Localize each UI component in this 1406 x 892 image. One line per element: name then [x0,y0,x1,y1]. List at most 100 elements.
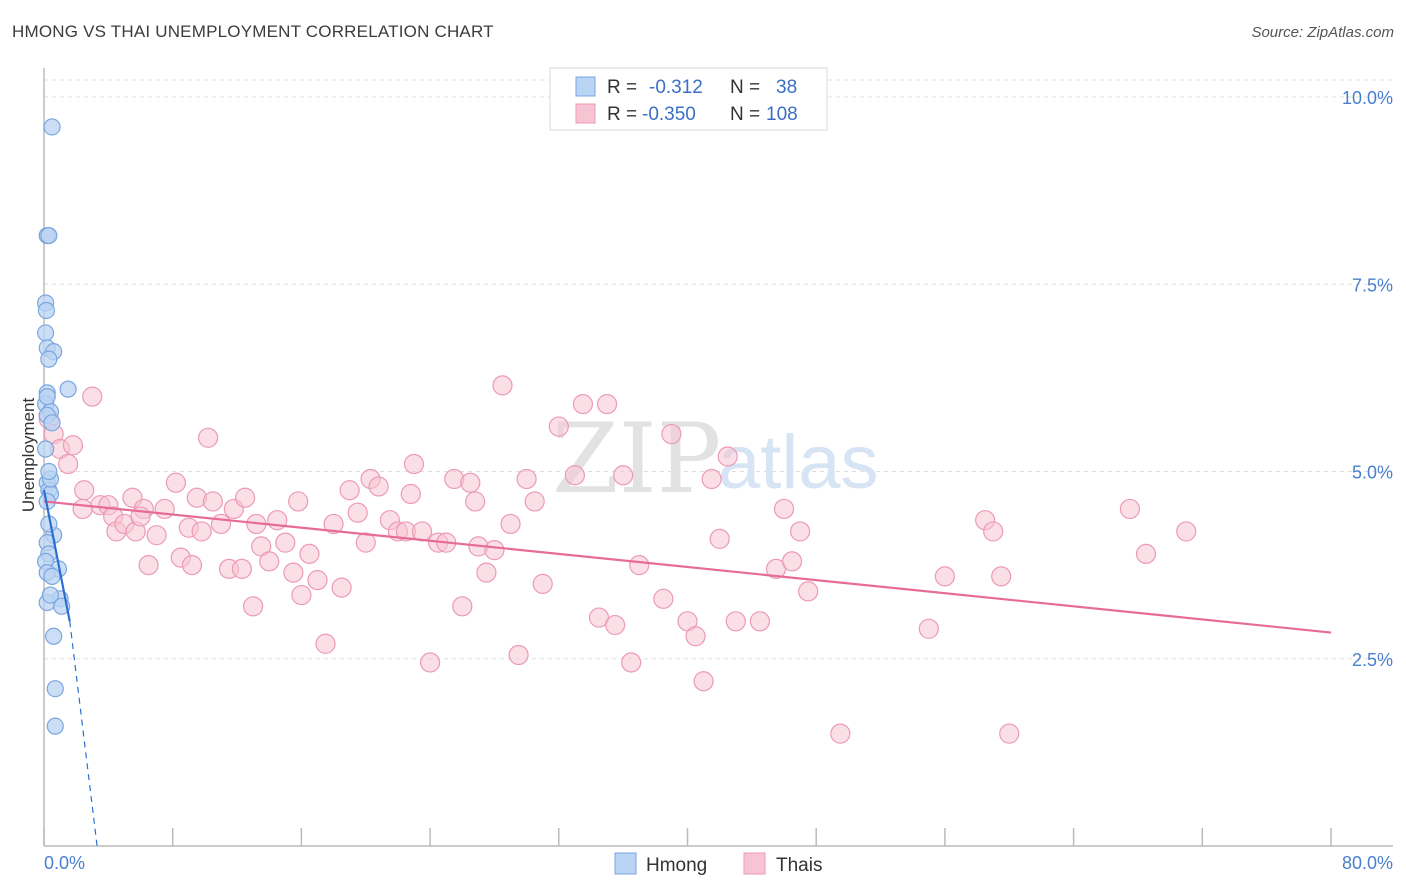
legend-box [549,67,828,131]
thai-point [621,652,642,673]
hmong-point [43,567,61,585]
thai-point [146,525,167,546]
thai-point [138,555,159,576]
hmong-point [37,324,55,342]
thai-point [613,465,634,486]
y-tick-label: 7.5% [1352,275,1393,295]
x-tick-label: 0.0% [44,853,85,873]
source-label: Source: ZipAtlas.com [1251,24,1394,41]
thai-point [790,521,811,542]
hmong-point [38,388,56,406]
thai-point [400,483,421,505]
legend-n-label-thais: N = [730,104,760,125]
hmong-point [40,226,58,245]
hmong-point [43,414,61,432]
axes [43,68,1393,847]
thai-point [275,532,296,553]
thai-point [339,480,360,501]
thai-point [299,543,320,564]
hmong-point [46,717,64,735]
thai-point [465,491,486,512]
thai-point [508,644,529,666]
thai-point [1119,498,1141,520]
legend-n-value-hmong: 38 [776,77,797,98]
thai-point [693,671,714,692]
thai-point [315,633,336,654]
thai-point [999,723,1020,744]
thai-series [38,375,1197,744]
legend-swatch-hmong [575,76,596,97]
hmong-point [40,462,58,481]
thai-point [259,551,280,572]
thai-point [629,555,650,576]
thai-point [74,480,95,501]
bottom-legend-swatch-thais [743,852,766,875]
thai-point [347,502,368,523]
thai-point [781,551,803,572]
thai-point [564,465,585,486]
thai-point [991,566,1012,587]
watermark: ZIP atlas [552,403,879,515]
thai-point [798,581,819,602]
thai-trend-line [43,500,1332,634]
thai-point [202,491,224,512]
thai-point [403,453,425,475]
thai-point [476,562,497,583]
bottom-legend-label-thais: Thais [776,855,822,876]
thai-point [181,555,203,576]
x-tick-label: 80.0% [1342,853,1393,873]
thai-point [452,596,473,617]
hmong-point [43,118,61,136]
chart-title: HMONG VS THAI UNEMPLOYMENT CORRELATION C… [12,22,494,41]
thai-point [524,491,545,512]
thai-point [154,498,175,520]
thai-point [231,558,252,579]
legend-r-value-hmong: -0.312 [649,77,703,98]
thai-point [62,435,84,456]
hmong-point [41,586,60,604]
thai-point [596,393,618,415]
thai-point [1135,543,1157,564]
thai-point [717,446,738,467]
series-legend: Hmong Thais [614,852,822,876]
thai-point [572,393,594,415]
thai-point [165,472,187,493]
thai-point [484,540,505,561]
thai-point [773,498,795,520]
hmong-point [59,380,77,398]
hmong-trend-line [42,490,71,622]
legend-r-label-thais: R = [607,104,637,125]
thai-point [460,472,481,493]
thai-point [548,416,569,437]
thai-point [500,513,521,535]
legend-n-value-thais: 108 [766,104,798,125]
thai-point [243,596,264,617]
thai-point [197,427,219,448]
thai-point [288,491,309,512]
thai-point [701,468,722,490]
hmong-point [45,627,63,645]
thai-point [830,723,851,744]
thai-point [72,498,93,520]
thai-point [210,513,232,535]
thai-point [725,611,746,632]
thai-point [58,453,79,475]
hmong-trend-extension [69,621,98,847]
thai-point [291,584,312,606]
trend-lines [42,490,1332,847]
hmong-point [40,350,58,368]
bottom-legend-label-hmong: Hmong [646,855,707,876]
thai-point [283,562,304,583]
thai-point [191,521,212,542]
thai-point [492,375,513,396]
y-tick-label: 2.5% [1352,650,1393,670]
thai-point [516,468,537,490]
thai-point [749,611,770,632]
thai-point [1176,521,1197,542]
thai-point [605,614,626,636]
thai-point [411,521,433,542]
thai-point [653,588,674,609]
hmong-point [46,680,64,698]
thai-point [918,618,939,639]
